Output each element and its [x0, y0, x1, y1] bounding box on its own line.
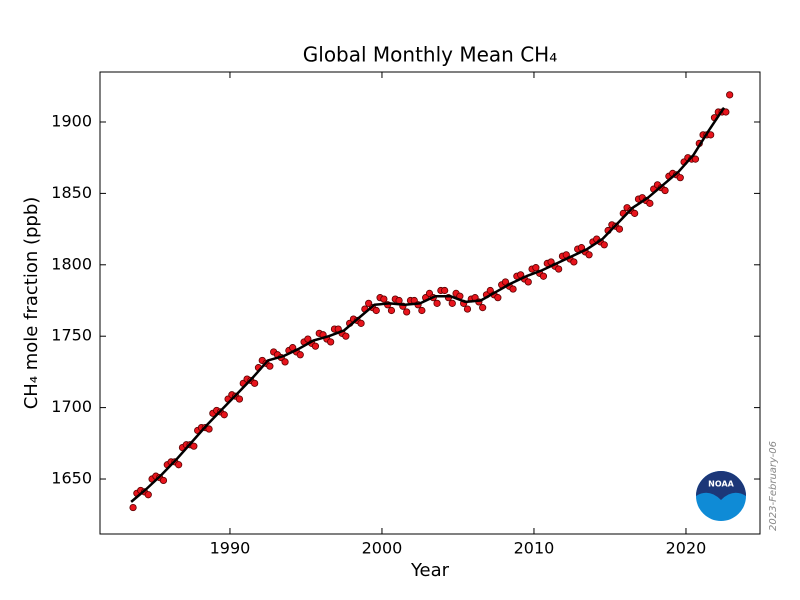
data-point: [479, 304, 487, 312]
data-point: [205, 425, 213, 433]
y-tick-label: 1750: [51, 326, 92, 345]
data-point: [441, 286, 449, 295]
data-point: [266, 362, 274, 370]
x-tick-label: 2010: [514, 539, 555, 558]
data-point: [327, 338, 335, 346]
data-point: [357, 319, 365, 327]
data-point: [661, 186, 669, 195]
y-tick-label: 1900: [51, 111, 92, 130]
data-point: [615, 225, 624, 233]
y-tick-label: 1800: [51, 254, 92, 273]
y-axis-label: CH₄ mole fraction (ppb): [21, 197, 42, 410]
data-point: [463, 305, 472, 313]
data-point: [676, 174, 684, 182]
plot-area: [129, 91, 734, 512]
data-point: [631, 209, 639, 217]
data-point: [448, 299, 456, 307]
data-point: [524, 278, 532, 286]
data-point: [433, 299, 441, 307]
date-annotation: 2023-February-06: [768, 441, 779, 531]
data-point: [380, 295, 388, 303]
y-tick-label: 1650: [51, 469, 92, 488]
data-point: [129, 503, 137, 512]
x-tick-label: 2020: [666, 539, 707, 558]
x-axis-label: Year: [410, 560, 450, 581]
trend-line: [130, 107, 726, 503]
y-tick-label: 1850: [51, 183, 92, 202]
data-point: [494, 294, 502, 302]
data-point: [403, 308, 411, 316]
data-point: [175, 461, 183, 469]
data-point: [722, 108, 730, 116]
data-point: [600, 241, 608, 249]
data-point: [726, 91, 734, 99]
noaa-logo: NOAA: [696, 471, 746, 521]
data-point: [570, 258, 578, 266]
data-point: [539, 272, 548, 280]
logo-top: [696, 471, 746, 500]
data-point: [144, 491, 152, 499]
x-tick-label: 2000: [362, 539, 403, 558]
data-point: [395, 296, 403, 305]
data-point: [190, 442, 198, 450]
data-point: [555, 265, 563, 273]
data-point: [532, 264, 540, 272]
y-tick-label: 1700: [51, 397, 92, 416]
data-point: [646, 199, 654, 207]
axes-frame: [99, 71, 761, 535]
data-point: [342, 332, 350, 340]
data-point: [387, 306, 396, 315]
data-point: [220, 411, 228, 419]
data-point: [372, 306, 380, 315]
data-point: [251, 379, 259, 387]
data-point: [235, 395, 244, 403]
data-point: [418, 306, 426, 315]
data-point: [585, 251, 593, 259]
data-point: [159, 476, 168, 485]
x-tick-label: 1990: [210, 539, 251, 558]
chart-title: Global Monthly Mean CH₄: [303, 43, 557, 67]
data-point: [509, 285, 517, 293]
data-point: [296, 351, 304, 359]
logo-text: NOAA: [708, 480, 734, 489]
data-point: [691, 155, 700, 163]
data-point: [311, 342, 320, 350]
data-point: [281, 358, 289, 366]
